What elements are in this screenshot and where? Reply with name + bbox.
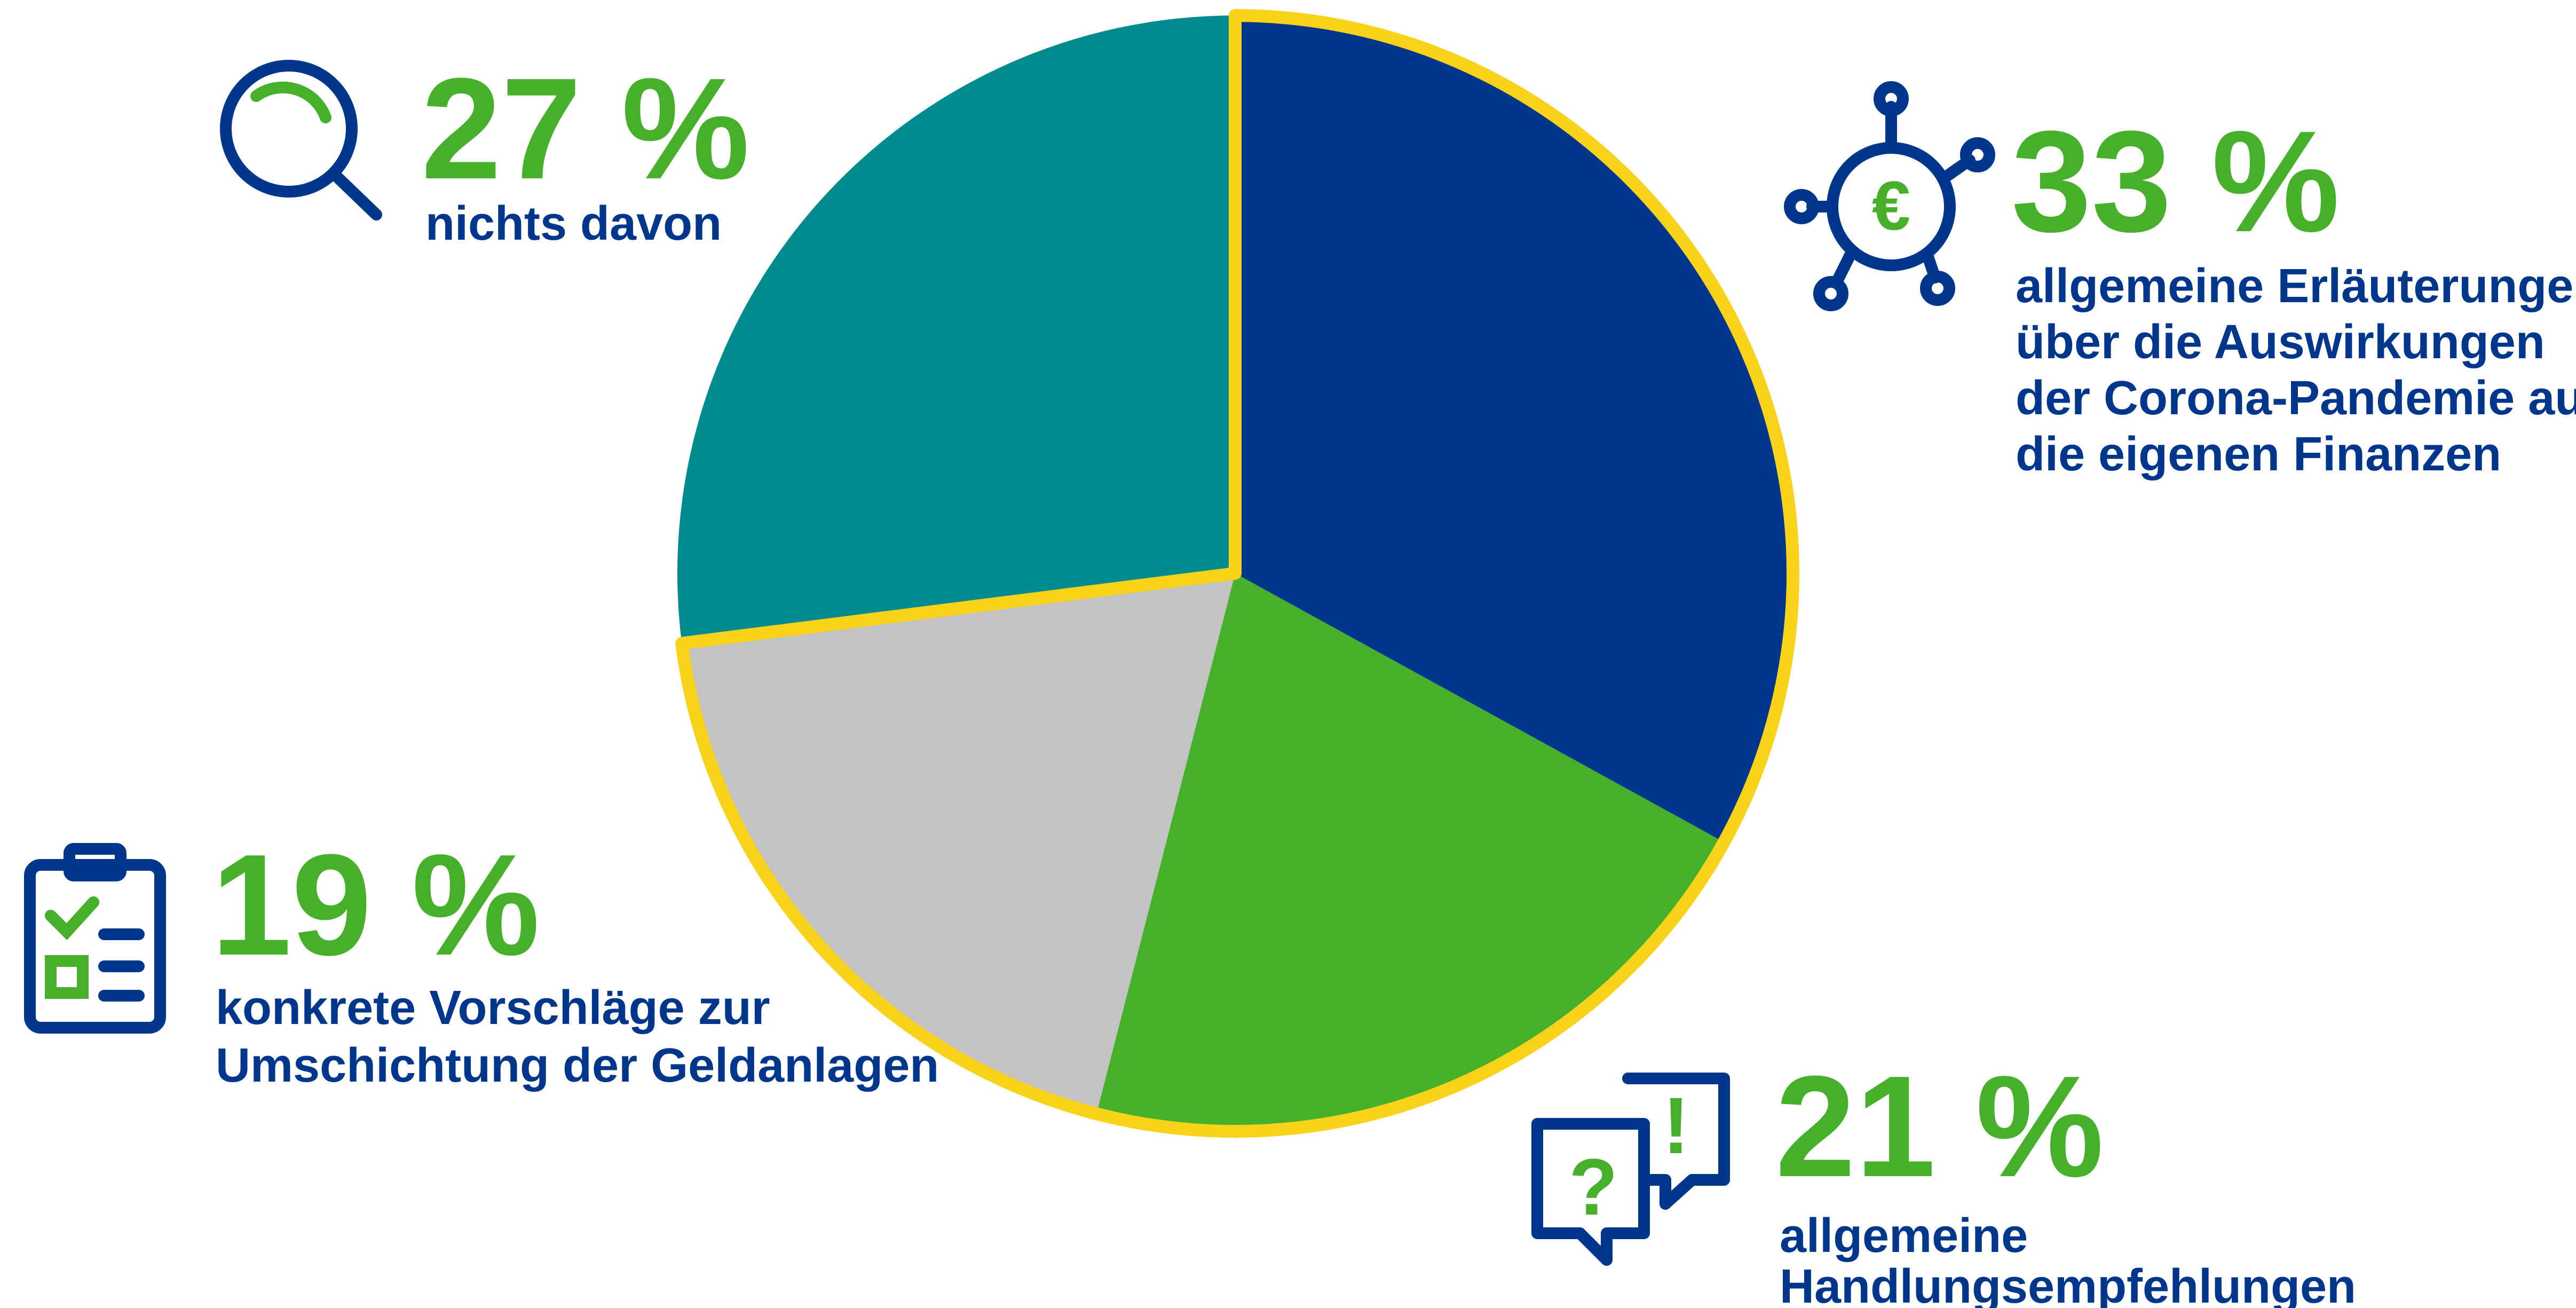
pie-slice (1096, 573, 1724, 1131)
highlight-outline (675, 9, 1799, 1138)
slice-label: die eigenen Finanzen (2016, 428, 2501, 481)
pie-slice (682, 573, 1235, 1114)
slice-label: Umschichtung der Geldanlagen (216, 1039, 939, 1092)
slice-label: allgemeine Erläuterungen (2016, 259, 2576, 313)
slice-label: der Corona-Pandemie auf (2016, 372, 2576, 425)
value-label: 19 % (211, 825, 540, 986)
icons: € ? ! (24, 60, 1995, 1266)
value-label: 27 % (421, 49, 749, 209)
icon-search (220, 60, 382, 220)
slice-label: nichts davon (425, 197, 722, 250)
icon-bubbles: ? ! (1531, 1073, 1730, 1266)
value-label: 21 % (1775, 1046, 2104, 1207)
icon-clipboard (24, 843, 166, 1034)
icon-euro: € (1784, 81, 1995, 311)
slice-label: konkrete Vorschläge zur (216, 981, 770, 1035)
svg-text:€: € (1872, 167, 1910, 245)
svg-text:?: ? (1569, 1142, 1618, 1232)
pie-slice (677, 15, 1235, 643)
slice-label: Handlungsempfehlungen (1780, 1260, 2356, 1308)
pie (675, 9, 1799, 1138)
slice-label: über die Auswirkungen (2016, 316, 2545, 369)
slice-label: allgemeine (1780, 1209, 2028, 1263)
value-label: 33 % (2011, 101, 2340, 262)
svg-text:!: ! (1663, 1081, 1689, 1170)
pie-slice (1235, 15, 1793, 842)
